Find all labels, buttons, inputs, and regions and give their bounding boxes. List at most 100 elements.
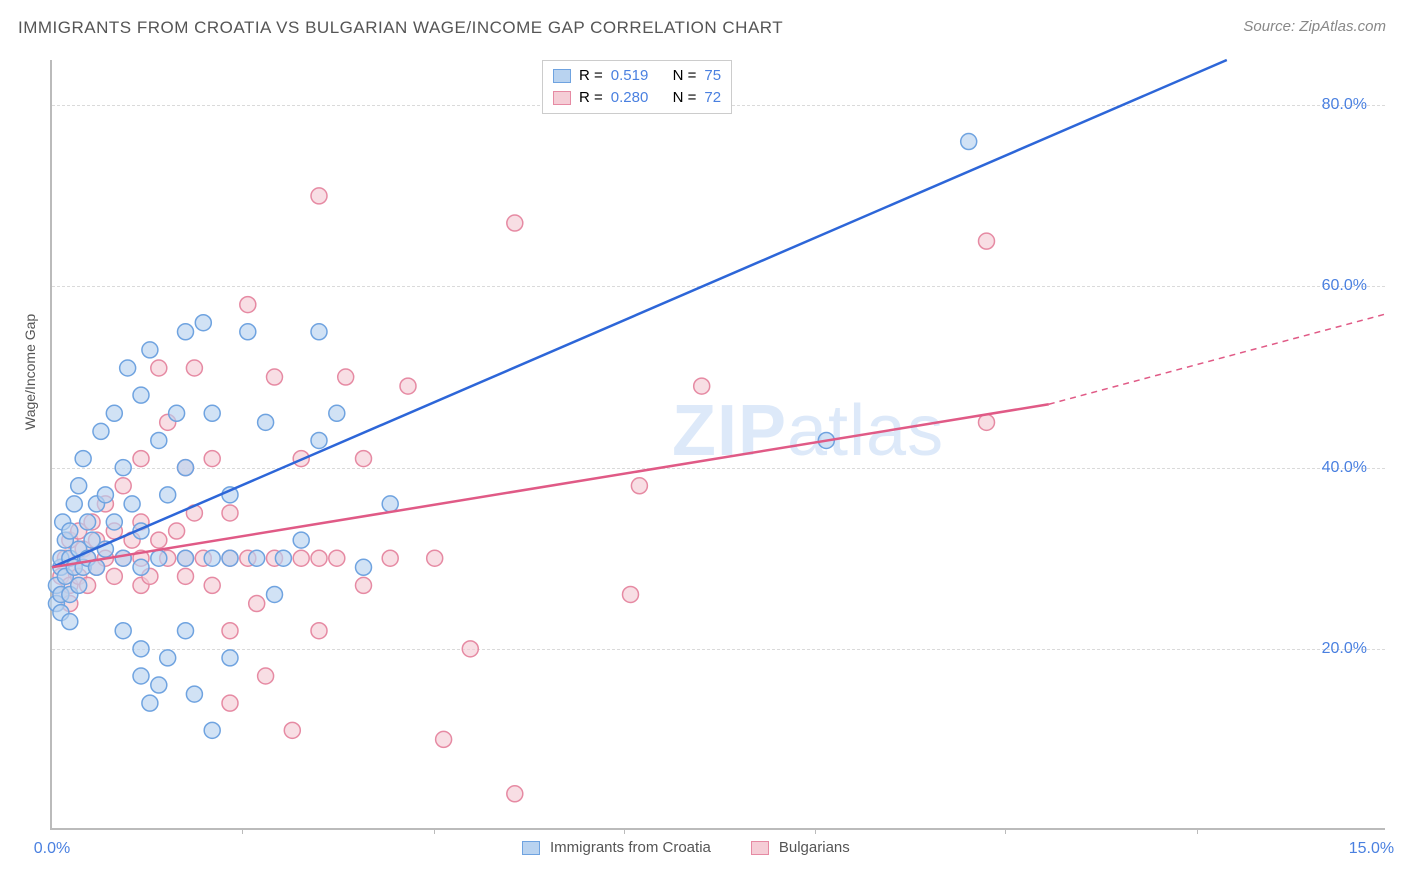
swatch-bulgarians	[553, 91, 571, 105]
data-point	[115, 478, 131, 494]
data-point	[178, 550, 194, 566]
data-point	[311, 550, 327, 566]
r-croatia: 0.519	[611, 65, 649, 87]
data-point	[240, 297, 256, 313]
legend-swatch-bulgarians	[751, 841, 769, 855]
data-point	[178, 568, 194, 584]
swatch-croatia	[553, 69, 571, 83]
data-point	[436, 731, 452, 747]
data-point	[356, 577, 372, 593]
data-point	[631, 478, 647, 494]
data-point	[106, 405, 122, 421]
source-name: ZipAtlas.com	[1299, 18, 1386, 35]
data-point	[133, 641, 149, 657]
data-point	[115, 550, 131, 566]
data-point	[979, 414, 995, 430]
x-tick-max: 15.0%	[1349, 840, 1394, 858]
data-point	[293, 550, 309, 566]
data-point	[204, 451, 220, 467]
x-tick	[1197, 828, 1198, 834]
data-point	[240, 324, 256, 340]
data-point	[311, 432, 327, 448]
data-point	[195, 315, 211, 331]
data-point	[427, 550, 443, 566]
y-axis-label: Wage/Income Gap	[22, 314, 38, 430]
data-point	[160, 650, 176, 666]
trend-line	[52, 404, 1049, 567]
trend-extrapolation	[1049, 314, 1387, 405]
x-tick-min: 0.0%	[34, 840, 70, 858]
data-point	[249, 550, 265, 566]
data-point	[222, 650, 238, 666]
data-point	[400, 378, 416, 394]
data-point	[338, 369, 354, 385]
data-point	[329, 550, 345, 566]
data-point	[80, 514, 96, 530]
data-point	[204, 405, 220, 421]
data-point	[329, 405, 345, 421]
data-point	[311, 623, 327, 639]
data-point	[507, 215, 523, 231]
data-point	[311, 324, 327, 340]
data-point	[258, 414, 274, 430]
data-point	[62, 523, 78, 539]
data-point	[133, 451, 149, 467]
plot-area: 20.0%40.0%60.0%80.0% 0.0% 15.0% ZIPatlas…	[50, 60, 1385, 830]
data-point	[115, 460, 131, 476]
data-point	[120, 360, 136, 376]
data-point	[222, 695, 238, 711]
data-point	[284, 722, 300, 738]
data-point	[694, 378, 710, 394]
data-point	[623, 586, 639, 602]
stats-legend: R = 0.519 N = 75 R = 0.280 N = 72	[542, 60, 732, 114]
stats-row-croatia: R = 0.519 N = 75	[553, 65, 721, 87]
data-point	[133, 387, 149, 403]
data-point	[275, 550, 291, 566]
x-tick	[1005, 828, 1006, 834]
data-point	[311, 188, 327, 204]
data-point	[382, 496, 398, 512]
plot-svg	[52, 60, 1385, 828]
chart-title: IMMIGRANTS FROM CROATIA VS BULGARIAN WAG…	[18, 18, 783, 38]
data-point	[186, 360, 202, 376]
data-point	[204, 550, 220, 566]
legend-swatch-croatia	[522, 841, 540, 855]
source-label: Source:	[1243, 18, 1295, 35]
r-label: R =	[579, 65, 603, 87]
data-point	[979, 233, 995, 249]
data-point	[169, 405, 185, 421]
data-point	[267, 586, 283, 602]
data-point	[293, 532, 309, 548]
data-point	[462, 641, 478, 657]
data-point	[71, 478, 87, 494]
data-point	[124, 496, 140, 512]
data-point	[106, 514, 122, 530]
x-tick	[242, 828, 243, 834]
legend-label-bulgarians: Bulgarians	[779, 839, 850, 856]
data-point	[151, 432, 167, 448]
data-point	[62, 614, 78, 630]
data-point	[66, 496, 82, 512]
chart-container: IMMIGRANTS FROM CROATIA VS BULGARIAN WAG…	[0, 0, 1406, 892]
data-point	[222, 623, 238, 639]
data-point	[258, 668, 274, 684]
n-label: N =	[673, 65, 697, 87]
data-point	[71, 577, 87, 593]
x-tick	[815, 828, 816, 834]
data-point	[151, 677, 167, 693]
data-point	[115, 623, 131, 639]
data-point	[178, 324, 194, 340]
data-point	[106, 568, 122, 584]
x-tick	[624, 828, 625, 834]
stats-row-bulgarians: R = 0.280 N = 72	[553, 87, 721, 109]
data-point	[507, 786, 523, 802]
n-croatia: 75	[704, 65, 721, 87]
data-point	[356, 559, 372, 575]
x-tick	[434, 828, 435, 834]
data-point	[249, 596, 265, 612]
data-point	[97, 487, 113, 503]
n-bulgarians: 72	[704, 87, 721, 109]
data-point	[222, 550, 238, 566]
data-point	[142, 695, 158, 711]
data-point	[382, 550, 398, 566]
